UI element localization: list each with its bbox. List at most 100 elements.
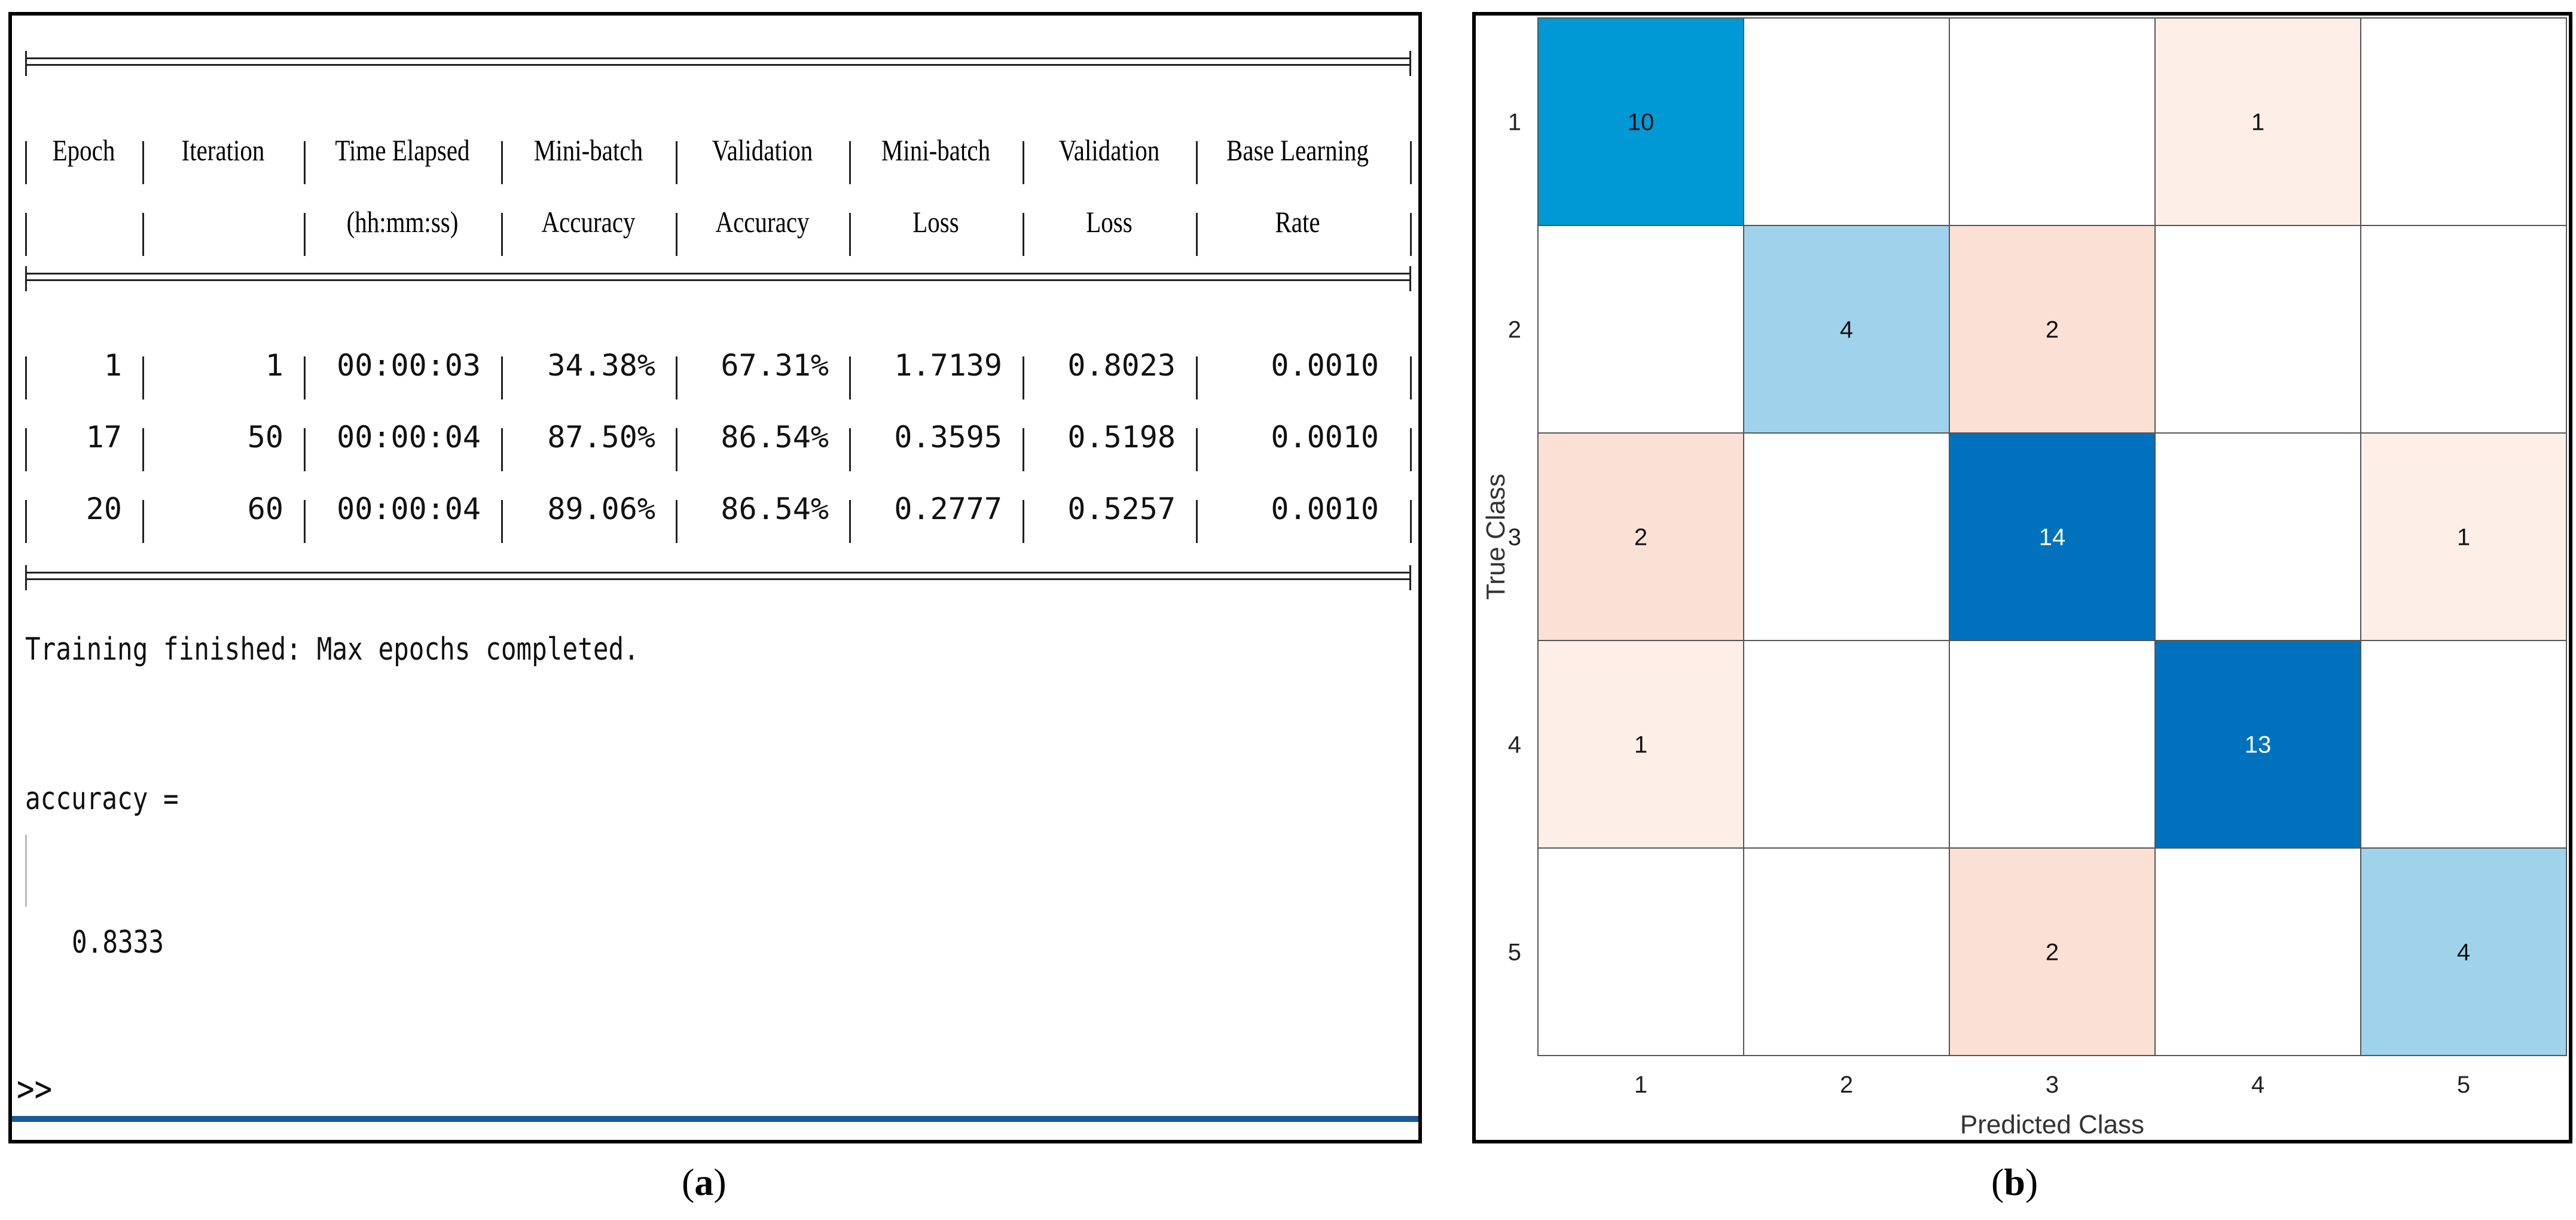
cell-count-label: 4 bbox=[2457, 940, 2470, 966]
header2-minibatch-loss: Loss bbox=[912, 205, 959, 239]
column-separator bbox=[849, 428, 851, 471]
cell-minibatch-accuracy: 87.50% bbox=[547, 420, 655, 455]
matrix-cell bbox=[1537, 225, 1744, 434]
cell-validation-accuracy: 86.54% bbox=[721, 492, 829, 526]
y-axis-label: True Class bbox=[1481, 474, 1510, 600]
column-separator bbox=[1196, 500, 1198, 543]
column-separator bbox=[1196, 213, 1198, 256]
output-indent-bar bbox=[25, 835, 27, 907]
cell-minibatch-accuracy: 89.06% bbox=[547, 492, 655, 526]
x-tick-label: 1 bbox=[1634, 1072, 1647, 1098]
column-separator bbox=[1410, 141, 1412, 184]
header-minibatch-accuracy: Mini-batch bbox=[533, 133, 643, 167]
matrix-cell bbox=[1743, 225, 1950, 434]
column-separator bbox=[676, 141, 677, 184]
column-separator bbox=[849, 141, 851, 184]
header2-validation-loss: Loss bbox=[1086, 205, 1133, 239]
column-separator bbox=[1410, 213, 1412, 256]
matrix-cell bbox=[1949, 640, 2156, 849]
column-separator bbox=[142, 356, 144, 399]
matrix-cell bbox=[1743, 432, 1950, 641]
header-validation-accuracy: Validation bbox=[712, 133, 813, 167]
training-finished-message: Training finished: Max epochs completed. bbox=[25, 632, 639, 667]
cell-minibatch-accuracy: 34.38% bbox=[547, 348, 655, 383]
column-separator bbox=[304, 500, 306, 543]
column-separator bbox=[25, 356, 27, 399]
column-separator bbox=[501, 356, 503, 399]
matlab-command-window: Epoch Iteration Time Elapsed Mini-batch … bbox=[8, 12, 1422, 1143]
column-separator bbox=[676, 428, 677, 471]
column-separator bbox=[304, 213, 306, 256]
matrix-cell bbox=[1537, 432, 1744, 641]
matrix-cell bbox=[2360, 432, 2567, 641]
x-axis-label: Predicted Class bbox=[1960, 1110, 2144, 1139]
header-iteration: Iteration bbox=[181, 133, 265, 167]
column-separator bbox=[25, 428, 27, 471]
table-row: 17 50 00:00:04 87.50% 86.54% 0.3595 0.51… bbox=[25, 404, 1411, 470]
x-tick-label: 4 bbox=[2251, 1072, 2264, 1098]
cell-time-elapsed: 00:00:04 bbox=[337, 492, 481, 526]
column-separator bbox=[501, 141, 503, 184]
column-separator bbox=[25, 213, 27, 256]
column-separator bbox=[501, 213, 503, 256]
cell-epoch: 20 bbox=[86, 492, 122, 526]
header2-iteration bbox=[157, 189, 289, 255]
cell-count-label: 2 bbox=[1634, 524, 1647, 551]
column-separator bbox=[304, 356, 306, 399]
cell-base-learning-rate: 0.0010 bbox=[1271, 348, 1379, 383]
column-separator bbox=[1023, 213, 1024, 256]
header2-minibatch-accuracy: Accuracy bbox=[541, 205, 636, 239]
caption-a: (a) bbox=[682, 1161, 727, 1203]
cell-count-label: 1 bbox=[1634, 732, 1647, 758]
column-separator bbox=[849, 356, 851, 399]
header-time-elapsed: Time Elapsed bbox=[335, 133, 470, 167]
header-base-learning-rate: Base Learning bbox=[1226, 133, 1369, 167]
cell-validation-loss: 0.8023 bbox=[1067, 348, 1176, 383]
table-header-line-2: (hh:mm:ss) Accuracy Accuracy Loss Loss R… bbox=[25, 189, 1411, 255]
caption-a-letter: a bbox=[694, 1161, 714, 1203]
header2-time-elapsed: (hh:mm:ss) bbox=[346, 205, 459, 239]
column-separator bbox=[304, 141, 306, 184]
column-separator bbox=[676, 213, 677, 256]
column-separator bbox=[849, 500, 851, 543]
column-separator bbox=[1023, 500, 1024, 543]
cell-minibatch-loss: 0.2777 bbox=[894, 492, 1002, 526]
column-separator bbox=[501, 428, 503, 471]
header-validation-loss: Validation bbox=[1058, 133, 1160, 167]
column-separator bbox=[142, 500, 144, 543]
x-tick-label: 5 bbox=[2457, 1072, 2470, 1098]
header-epoch: Epoch bbox=[52, 133, 115, 167]
column-separator bbox=[142, 213, 144, 256]
column-separator bbox=[25, 500, 27, 543]
column-separator bbox=[1023, 141, 1024, 184]
matrix-cell bbox=[2360, 640, 2567, 849]
column-separator bbox=[1023, 356, 1024, 399]
command-prompt[interactable]: >> bbox=[17, 1068, 53, 1110]
cell-iteration: 1 bbox=[265, 348, 283, 383]
column-separator bbox=[142, 428, 144, 471]
column-separator bbox=[501, 500, 503, 543]
caption-b-letter: b bbox=[2004, 1161, 2025, 1203]
matrix-cell bbox=[1743, 847, 1950, 1056]
matrix-cell bbox=[1949, 225, 2156, 434]
matrix-cell bbox=[1537, 640, 1744, 849]
matrix-cell bbox=[1949, 847, 2156, 1056]
matrix-cell bbox=[1537, 847, 1744, 1056]
cell-count-label: 2 bbox=[2046, 317, 2059, 343]
accuracy-value: 0.8333 bbox=[72, 925, 164, 960]
confusion-chart-panel: 10 1 4 2 2 14 1 1 13 2 4 1 2 3 4 5 1 2 3 4 5 Predicted Class T… bbox=[1472, 12, 2572, 1143]
y-tick-label: 1 bbox=[1508, 109, 1521, 136]
column-separator bbox=[142, 141, 144, 184]
column-separator bbox=[1410, 500, 1412, 543]
matrix-cell bbox=[1949, 432, 2156, 641]
cell-validation-loss: 0.5257 bbox=[1067, 492, 1176, 526]
matrix-cell bbox=[2360, 17, 2567, 226]
cell-iteration: 60 bbox=[247, 492, 283, 526]
cell-epoch: 17 bbox=[86, 420, 122, 455]
cell-epoch: 1 bbox=[103, 348, 122, 383]
header-minibatch-loss: Mini-batch bbox=[881, 133, 991, 167]
cell-base-learning-rate: 0.0010 bbox=[1271, 492, 1379, 526]
matrix-cell bbox=[2360, 225, 2567, 434]
cell-count-label: 10 bbox=[1628, 109, 1655, 136]
column-separator bbox=[676, 500, 677, 543]
